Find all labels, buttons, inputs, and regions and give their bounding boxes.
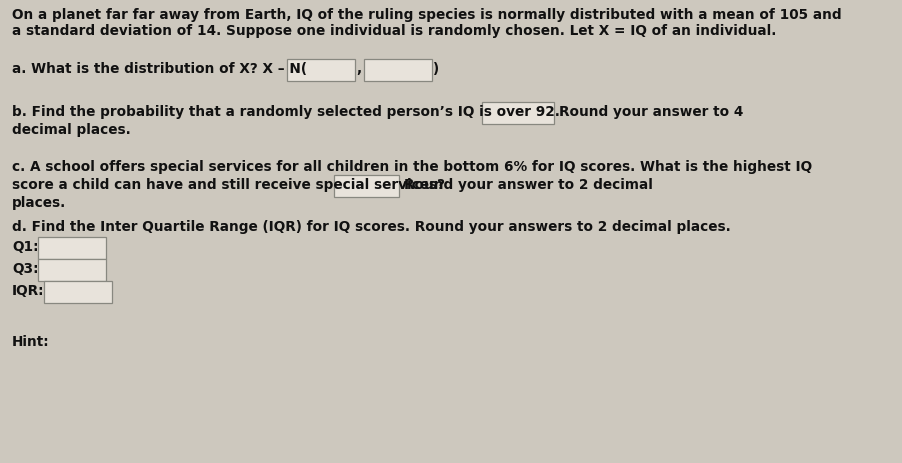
Text: Round your answer to 2 decimal: Round your answer to 2 decimal [404,178,653,192]
Text: IQR:: IQR: [12,283,44,297]
Text: ): ) [433,62,439,76]
Text: Q3:: Q3: [12,262,39,275]
Text: decimal places.: decimal places. [12,123,131,137]
FancyBboxPatch shape [364,60,432,82]
FancyBboxPatch shape [38,259,106,282]
Text: a standard deviation of 14. Suppose one individual is randomly chosen. Let X = I: a standard deviation of 14. Suppose one … [12,24,777,38]
FancyBboxPatch shape [334,175,399,198]
FancyBboxPatch shape [287,60,355,82]
Text: Hint:: Hint: [12,334,50,348]
Text: Q1:: Q1: [12,239,39,253]
Text: c. A school offers special services for all children in the bottom 6% for IQ sco: c. A school offers special services for … [12,160,812,174]
Text: ,: , [356,62,361,76]
Text: b. Find the probability that a randomly selected person’s IQ is over 92.: b. Find the probability that a randomly … [12,105,560,119]
Text: places.: places. [12,195,66,210]
FancyBboxPatch shape [38,238,106,259]
Text: Round your answer to 4: Round your answer to 4 [559,105,743,119]
Text: score a child can have and still receive special services?: score a child can have and still receive… [12,178,445,192]
Text: a. What is the distribution of X? X – N(: a. What is the distribution of X? X – N( [12,62,307,76]
Text: On a planet far far away from Earth, IQ of the ruling species is normally distri: On a planet far far away from Earth, IQ … [12,8,842,22]
FancyBboxPatch shape [482,103,554,125]
FancyBboxPatch shape [44,282,112,303]
Text: d. Find the Inter Quartile Range (IQR) for IQ scores. Round your answers to 2 de: d. Find the Inter Quartile Range (IQR) f… [12,219,731,233]
